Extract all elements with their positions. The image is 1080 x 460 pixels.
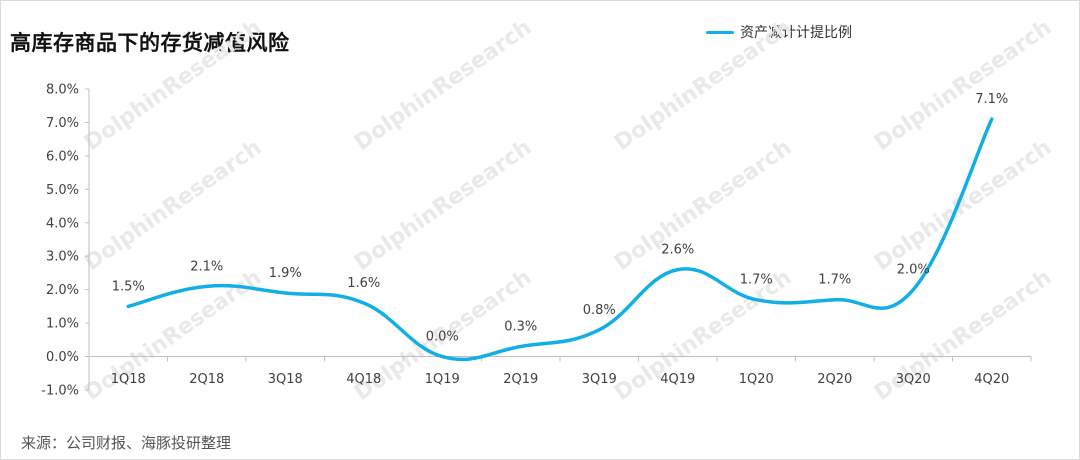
legend: 资产减计计提比例	[706, 21, 852, 43]
data-label: 1.9%	[269, 266, 302, 281]
x-tick-label: 4Q19	[660, 372, 695, 387]
data-label: 0.3%	[504, 320, 537, 335]
y-tick-label: 6.0%	[46, 149, 79, 164]
x-tick-label: 2Q19	[503, 372, 538, 387]
x-tick-label: 1Q20	[739, 372, 774, 387]
data-label: 2.0%	[897, 263, 930, 278]
y-tick-label: 2.0%	[46, 283, 79, 298]
source-note: 来源：公司财报、海豚投研整理	[21, 434, 232, 452]
watermark-text: DolphinResearch	[350, 135, 536, 276]
y-tick-label: 7.0%	[46, 116, 79, 131]
axis-layer: -1.0% 0.0% 1.0% 2.0% 3.0% 4.0% 5.0% 6.0% 7.0% 8.0…	[41, 83, 1032, 399]
watermark-text: DolphinResearch	[870, 135, 1056, 276]
data-point	[362, 301, 366, 305]
data-point	[440, 355, 444, 359]
watermark-text: DolphinResearch	[350, 15, 536, 156]
data-label: 0.0%	[426, 330, 459, 345]
watermark-text: DolphinResearch	[80, 15, 266, 156]
y-tick-label: 5.0%	[46, 183, 79, 198]
data-label: 2.1%	[190, 259, 223, 274]
x-tick-label: 4Q20	[974, 372, 1009, 387]
watermark-text: DolphinResearch	[870, 15, 1056, 156]
series-layer	[126, 117, 994, 362]
data-label: 1.7%	[818, 273, 851, 288]
legend-label: 资产减计计提比例	[740, 25, 852, 41]
legend-swatch	[706, 30, 734, 34]
data-label: 1.6%	[347, 276, 380, 291]
x-tick-label: 2Q20	[817, 372, 852, 387]
data-point	[990, 117, 994, 121]
y-tick-label: 3.0%	[46, 250, 79, 265]
watermark-text: DolphinResearch	[610, 135, 796, 276]
y-tick-label: 8.0%	[46, 83, 79, 98]
x-tick-label: 3Q18	[268, 372, 303, 387]
watermark-layer: DolphinResearch DolphinResearch DolphinRes…	[80, 15, 1056, 406]
data-point	[283, 291, 287, 295]
data-point	[676, 268, 680, 272]
label-layer: 1.5% 2.1% 1.9% 1.6% 0.0% 0.3% 0.8% 2.6% 1.7% 1.7%…	[112, 92, 1009, 344]
x-tick-label: 3Q19	[582, 372, 617, 387]
data-label: 1.5%	[112, 279, 145, 294]
watermark-text: DolphinResearch	[80, 135, 266, 276]
data-point	[597, 328, 601, 332]
x-tick-label: 1Q18	[111, 372, 146, 387]
data-label: 1.7%	[740, 273, 773, 288]
data-point	[911, 288, 915, 292]
data-label: 2.6%	[661, 243, 694, 258]
y-tick-label: 1.0%	[46, 317, 79, 332]
data-point	[754, 298, 758, 302]
y-tick-label: 4.0%	[46, 216, 79, 231]
y-tick-label: -1.0%	[41, 384, 79, 399]
chart-title: 高库存商品下的存货减值风险	[10, 31, 290, 55]
x-tick-label: 4Q18	[346, 372, 381, 387]
x-tick-label: 2Q18	[189, 372, 224, 387]
data-point	[126, 304, 130, 308]
x-tick-label: 1Q19	[425, 372, 460, 387]
data-point	[833, 298, 837, 302]
y-tick-label: 0.0%	[46, 350, 79, 365]
x-tick-label: 3Q20	[896, 372, 931, 387]
watermark-text: DolphinResearch	[610, 15, 796, 156]
data-point	[205, 284, 209, 288]
data-label: 7.1%	[975, 92, 1008, 107]
data-point	[519, 345, 523, 349]
data-label: 0.8%	[583, 303, 616, 318]
